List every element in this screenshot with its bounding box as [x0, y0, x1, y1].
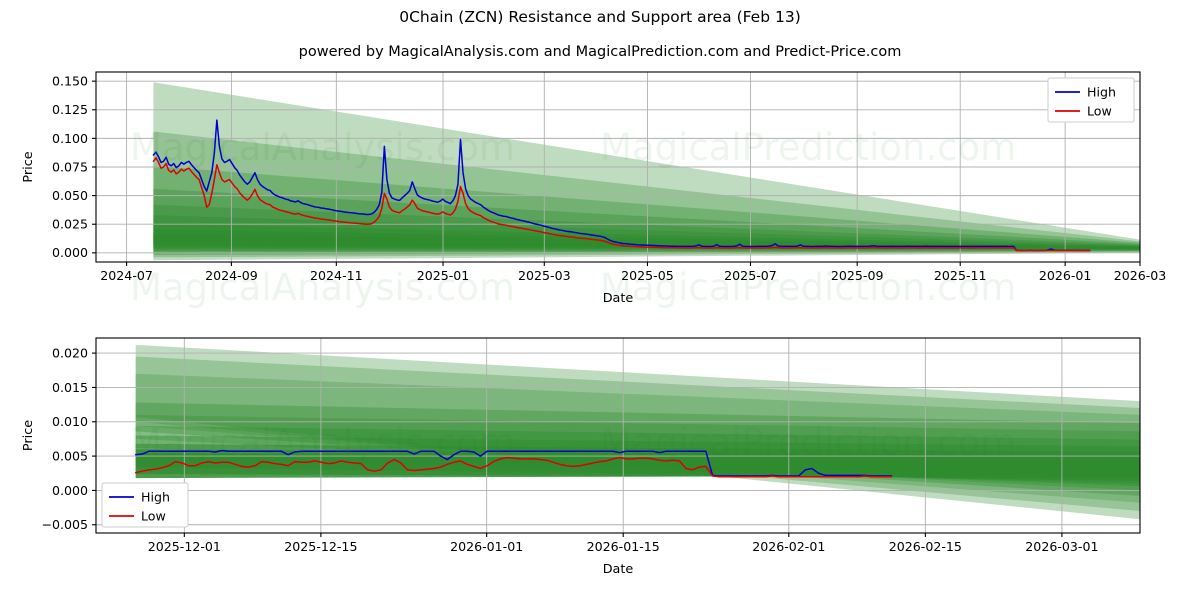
watermark-text: MagicalPrediction.com: [600, 421, 1016, 464]
axis-ticks: 0.000 0.025 0.050 0.075 0.100 0.125 0.150 2024-…: [52, 74, 1166, 283]
series-line-high: [152, 119, 1091, 252]
ytick-label: 0.005: [52, 448, 88, 463]
plot-frame: [95, 337, 1141, 534]
yaxis-label: Price: [21, 420, 36, 451]
ytick-label: 0.075: [52, 159, 88, 174]
lower-chart: −0.005 0.000 0.005 0.010 0.015 0.020 2025-12-0…: [21, 337, 1141, 577]
gridlines: [96, 72, 1141, 262]
xtick-label: 2026-01: [1039, 268, 1092, 283]
xtick-label: 2025-05: [621, 268, 674, 283]
ytick-label: 0.125: [52, 102, 88, 117]
xtick-label: 2024-11: [310, 268, 363, 283]
xaxis-label: Date: [603, 562, 634, 577]
upper-chart: 0.000 0.025 0.050 0.075 0.100 0.125 0.150 2024-…: [21, 71, 1166, 306]
axis-ticks: −0.005 0.000 0.005 0.010 0.015 0.020 2025-12-0…: [41, 346, 1098, 554]
xtick-label: 2025-03: [518, 268, 571, 283]
ytick-label: 0.000: [52, 483, 88, 498]
series-layer: [152, 119, 1091, 252]
plot-background: [96, 338, 1140, 533]
watermark-text: MagicalAnalysis.com: [130, 421, 515, 464]
band-wedge: [153, 165, 1140, 256]
xtick-label: 2026-01-15: [587, 539, 660, 554]
ytick-label: 0.020: [52, 346, 88, 361]
xtick-label: 2024-09: [205, 268, 258, 283]
gridlines: [96, 338, 1140, 533]
ytick-label: 0.025: [52, 217, 88, 232]
legend: High Low: [1047, 77, 1135, 123]
xtick-label: 2026-01-01: [450, 539, 523, 554]
support-resistance-bands: [135, 344, 1140, 520]
xtick-label: 2026-03: [1114, 268, 1167, 283]
ytick-label: 0.015: [52, 380, 88, 395]
xtick-label: 2026-02-15: [889, 539, 962, 554]
series-line-low: [152, 157, 1091, 252]
ytick-label: 0.000: [52, 245, 88, 260]
watermark-text: MagicalPrediction.com: [600, 126, 1016, 169]
legend: High Low: [101, 482, 189, 528]
page-title: 0Chain (ZCN) Resistance and Support area…: [399, 8, 801, 26]
xtick-label: 2025-09: [831, 268, 884, 283]
yaxis-label: Price: [21, 151, 36, 182]
ytick-label: 0.050: [52, 188, 88, 203]
xtick-label: 2025-12-01: [148, 539, 221, 554]
watermark-text: MagicalPrediction.com: [600, 266, 1016, 309]
band-wedge: [135, 453, 1140, 479]
ytick-label: 0.150: [52, 74, 88, 89]
xtick-label: 2025-11: [934, 268, 987, 283]
page-subtitle: powered by MagicalAnalysis.com and Magic…: [298, 44, 902, 60]
xtick-label: 2025-01: [417, 268, 470, 283]
legend-label-low: Low: [141, 508, 166, 523]
watermark-layer: MagicalAnalysis.com MagicalPrediction.com…: [130, 126, 1016, 464]
legend-label-low: Low: [1087, 103, 1112, 118]
ytick-label: 0.100: [52, 131, 88, 146]
legend-label-high: High: [141, 489, 170, 504]
series-line-low: [134, 456, 893, 478]
ytick-label: −0.005: [41, 517, 88, 532]
xtick-label: 2025-07: [724, 268, 777, 283]
ytick-label: 0.010: [52, 414, 88, 429]
xtick-label: 2026-03-01: [1025, 539, 1098, 554]
xtick-label: 2025-12-15: [284, 539, 357, 554]
watermark-text: MagicalAnalysis.com: [130, 266, 515, 309]
watermark-text: MagicalAnalysis.com: [130, 126, 515, 169]
xaxis-label: Date: [603, 291, 634, 306]
band-wedge: [153, 131, 1140, 258]
xtick-label: 2024-07: [100, 268, 153, 283]
band-wedge: [153, 82, 1140, 261]
xtick-label: 2026-02-01: [752, 539, 825, 554]
legend-label-high: High: [1087, 84, 1116, 99]
series-layer: [134, 449, 893, 478]
